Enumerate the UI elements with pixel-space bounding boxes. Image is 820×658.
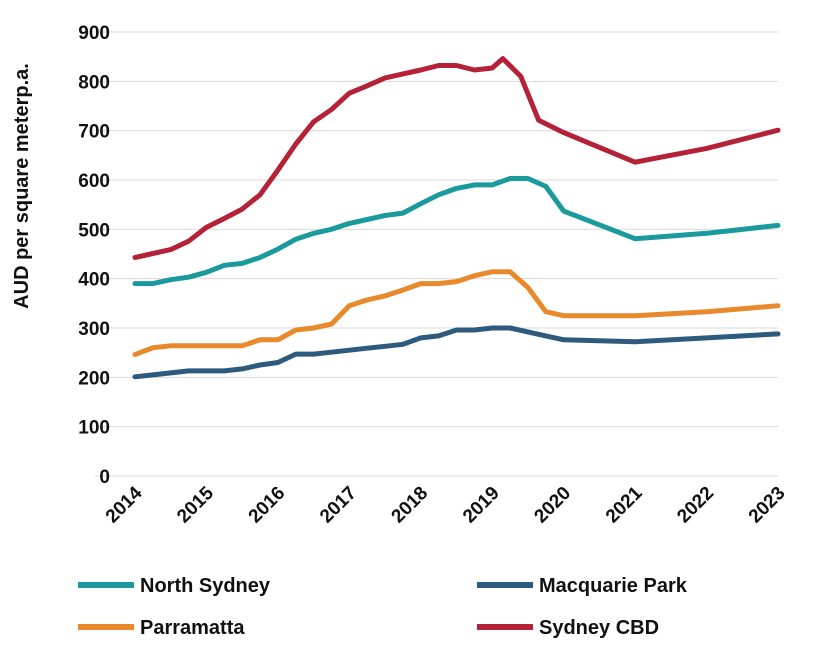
legend: North Sydney Macquarie Park Parramatta Sydn… <box>78 575 688 639</box>
x-axis-ticks: 2014 2015 2016 2017 2018 2019 2020 2021 2022 2023 <box>102 482 790 527</box>
legend-label-sydney-cbd: Sydney CBD <box>539 617 659 639</box>
x-tick-label: 2016 <box>245 483 290 528</box>
y-tick-label: 700 <box>78 122 110 143</box>
series-line-parramatta <box>132 269 781 358</box>
x-tick-label: 2018 <box>388 483 433 528</box>
legend-label-macquarie-park: Macquarie Park <box>539 575 688 597</box>
legend-label-parramatta: Parramatta <box>140 617 245 639</box>
y-tick-label: 200 <box>78 368 110 389</box>
legend-label-north-sydney: North Sydney <box>140 575 271 597</box>
x-tick-label: 2022 <box>673 483 718 528</box>
x-tick-label: 2021 <box>602 482 647 527</box>
series-lines <box>132 56 781 380</box>
y-tick-label: 800 <box>78 72 110 93</box>
y-tick-label: 300 <box>78 319 110 340</box>
y-tick-label: 0 <box>99 467 110 488</box>
x-tick-label: 2017 <box>316 483 361 528</box>
y-axis-label: AUD per square meterp.a. <box>11 63 33 309</box>
y-axis-ticks: 0 100 200 300 400 500 600 700 800 900 <box>78 23 110 488</box>
series-line-macquarie-park <box>132 325 781 380</box>
y-tick-label: 100 <box>78 418 110 439</box>
series-line-sydney-cbd <box>132 56 781 260</box>
x-tick-label: 2023 <box>745 483 790 528</box>
x-tick-label: 2020 <box>530 483 575 528</box>
series-line-north-sydney <box>132 176 781 287</box>
x-tick-label: 2019 <box>459 483 504 528</box>
y-tick-label: 600 <box>78 171 110 192</box>
y-tick-label: 500 <box>78 220 110 241</box>
x-tick-label: 2014 <box>102 482 147 527</box>
x-tick-label: 2015 <box>173 482 218 527</box>
y-tick-label: 400 <box>78 270 110 291</box>
y-tick-label: 900 <box>78 23 110 44</box>
gridlines <box>95 31 778 477</box>
